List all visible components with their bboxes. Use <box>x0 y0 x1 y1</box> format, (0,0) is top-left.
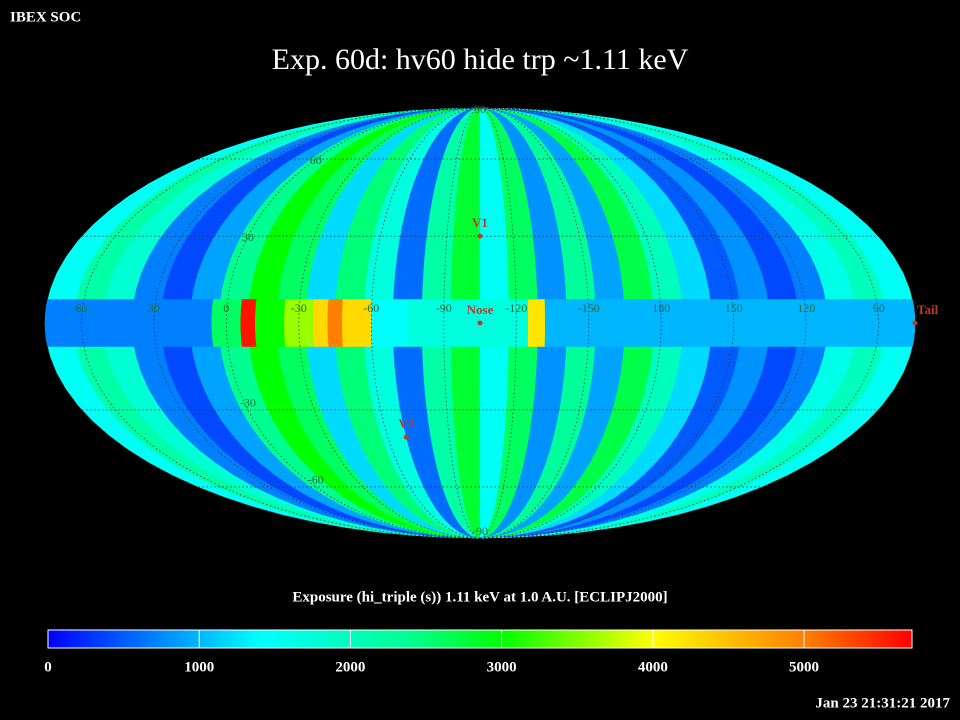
colorbar-tick-label: 4000 <box>638 659 668 675</box>
marker-label: Tail <box>917 302 939 317</box>
sky-map: 60 30 0 -30 -60 -90 -120 -150 180 150 120 90 -90 -60 -… <box>44 102 939 539</box>
lon-label: 90 <box>873 301 885 315</box>
lat-label: -90 <box>472 524 488 538</box>
meridian <box>225 107 481 539</box>
timestamp: Jan 23 21:31:21 2017 <box>815 695 950 711</box>
meridian <box>479 107 662 539</box>
header: IBEX SOC <box>10 9 81 25</box>
band-cell <box>327 299 344 347</box>
lon-label: 150 <box>725 301 743 315</box>
lon-label: -150 <box>578 301 600 315</box>
lon-label: -60 <box>363 301 379 315</box>
meridian <box>479 107 735 539</box>
lat-label: -30 <box>240 396 256 410</box>
meridian <box>479 107 880 539</box>
marker-label: Nose <box>467 302 494 317</box>
colorbar-tick-label: 0 <box>44 659 52 675</box>
lon-label: -120 <box>505 301 527 315</box>
meridian <box>370 107 481 539</box>
lat-label: 30 <box>242 230 254 244</box>
band-cell <box>313 299 329 347</box>
meridian <box>80 107 481 539</box>
lon-label: 30 <box>148 301 160 315</box>
marker-dot <box>912 320 918 326</box>
lon-label: 0 <box>223 301 229 315</box>
colorbar-bar <box>47 629 913 649</box>
colorbar-label: Exposure (hi_triple (s)) 1.11 keV at 1.0… <box>292 589 667 605</box>
marker-dot <box>403 434 409 440</box>
title: Exp. 60d: hv60 hide trp ~1.11 keV <box>272 43 689 76</box>
band-cell <box>544 299 916 347</box>
marker-dot <box>477 320 483 326</box>
lon-label: 120 <box>797 301 815 315</box>
colorbar-tick-label: 3000 <box>487 659 517 675</box>
colorbar-tick-label: 1000 <box>184 659 214 675</box>
band-cell <box>44 299 214 347</box>
band-cell <box>254 299 286 347</box>
meridian <box>298 107 481 539</box>
lon-label: -90 <box>436 301 452 315</box>
lat-label: -60 <box>308 473 324 487</box>
marker-dot <box>477 233 483 239</box>
lon-label: 60 <box>75 301 87 315</box>
lon-label: 180 <box>652 301 670 315</box>
colorbar: 0 1000 2000 3000 4000 5000 <box>44 629 913 675</box>
marker-label: V1 <box>472 215 488 230</box>
meridian <box>153 107 481 539</box>
lat-label: 90 <box>474 102 486 116</box>
colorbar-tick-label: 5000 <box>789 659 819 675</box>
meridian <box>479 107 590 539</box>
meridian <box>479 107 807 539</box>
marker-label: V2 <box>398 416 414 431</box>
lat-label: 60 <box>310 153 322 167</box>
colorbar-tick-label: 2000 <box>335 659 365 675</box>
lon-label: -30 <box>291 301 307 315</box>
band-cell <box>527 299 546 347</box>
band-cell <box>240 299 257 347</box>
